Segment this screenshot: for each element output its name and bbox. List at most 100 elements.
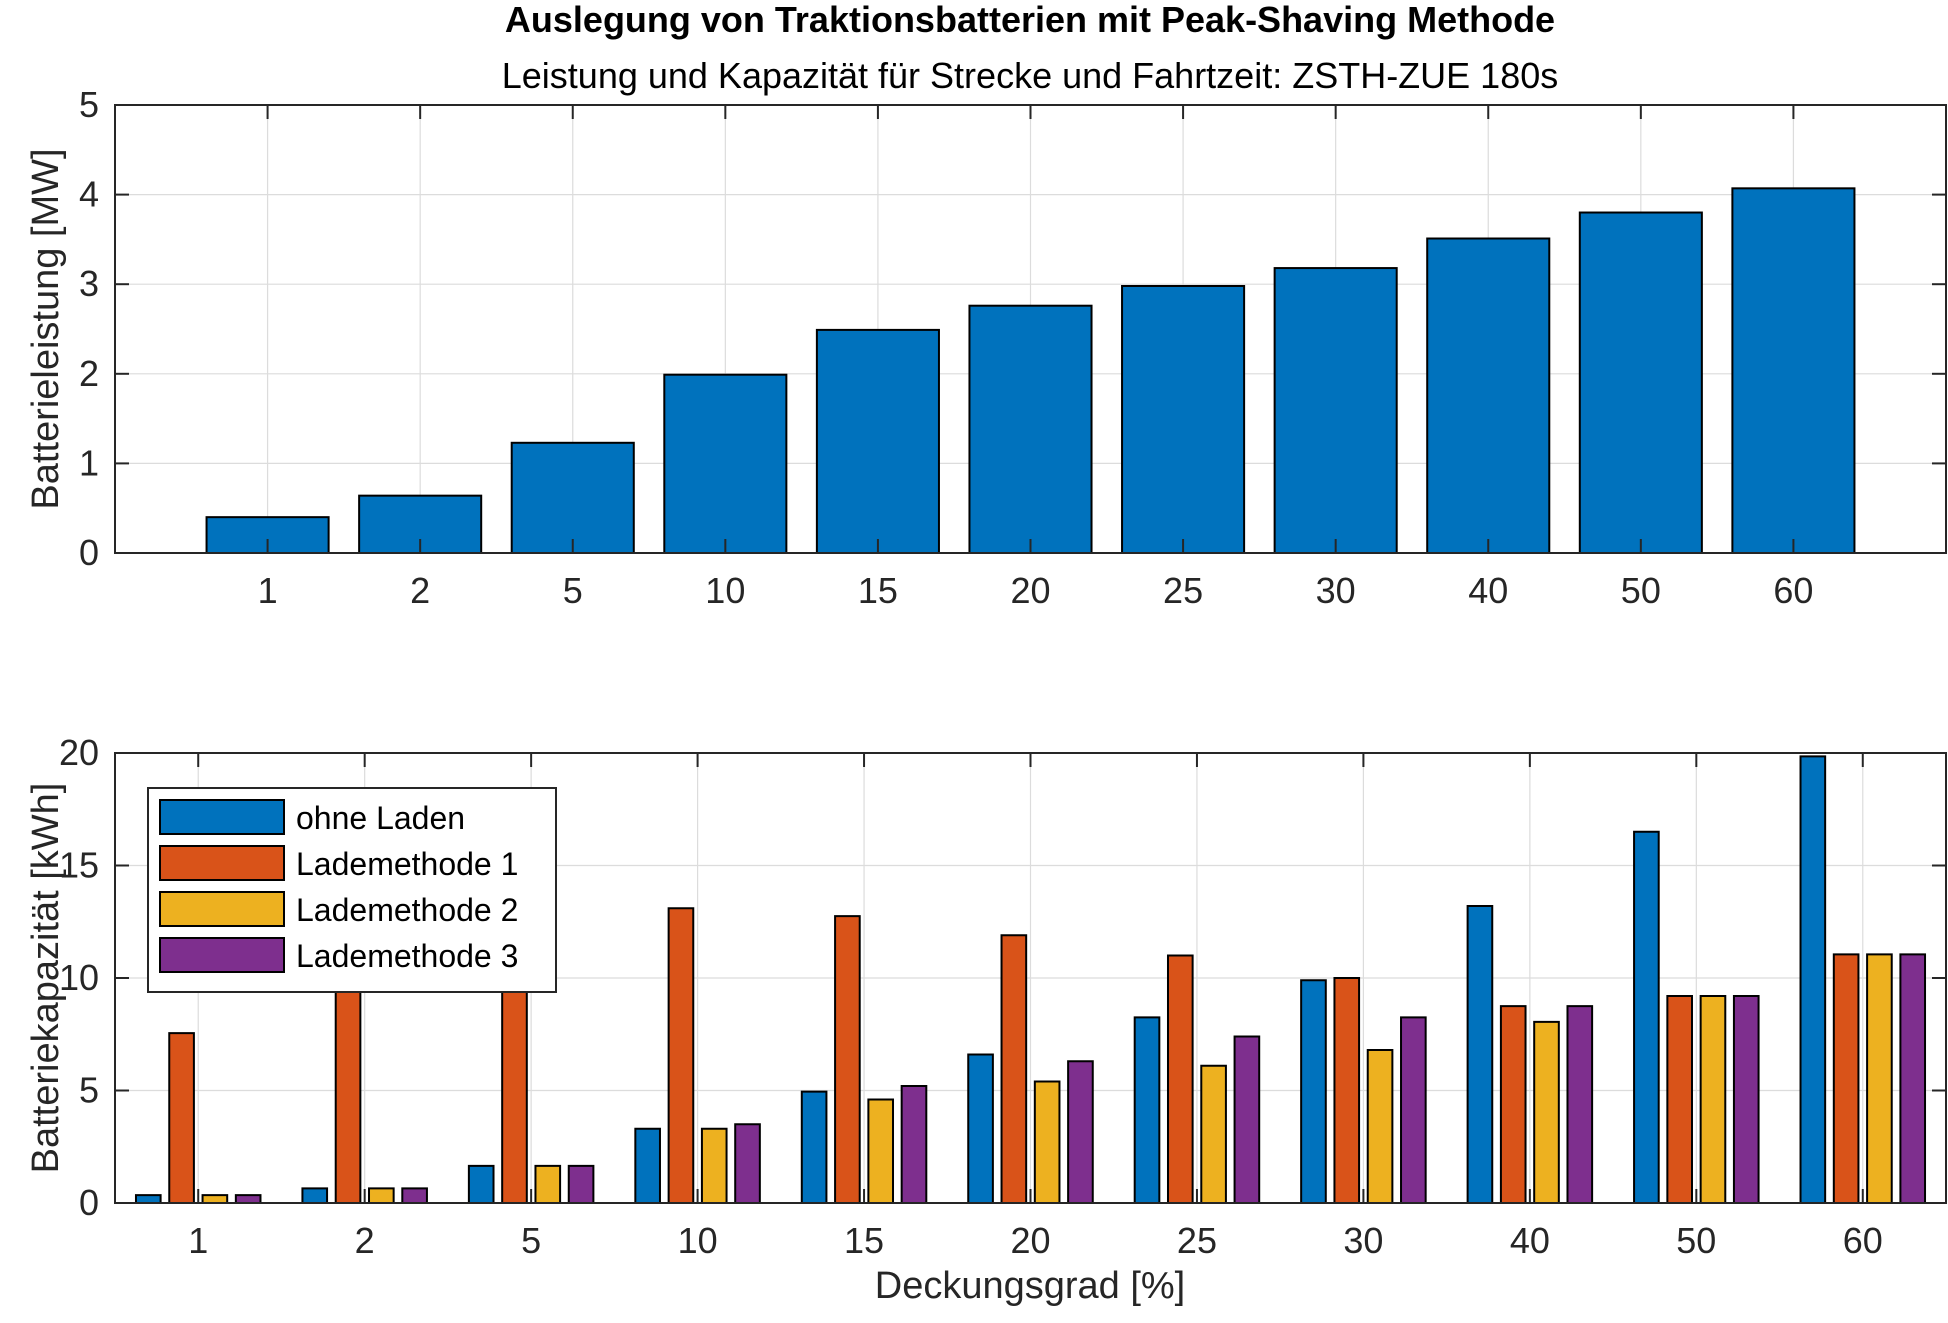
y-axis-label: Batteriekapazität [kWh] [25, 783, 67, 1174]
x-tick-label: 40 [1510, 1220, 1550, 1261]
x-tick-label: 2 [410, 570, 430, 611]
lademethode-2-bar [867, 1098, 895, 1204]
y-tick-label: 2 [79, 353, 99, 394]
lademethode-1-bar [1832, 953, 1860, 1204]
legend-swatch [159, 891, 285, 927]
x-tick-label: 60 [1843, 1220, 1883, 1261]
lademethode-2-bar [1033, 1080, 1061, 1204]
ohne-laden-bar [1633, 830, 1660, 1204]
x-tick-label: 20 [1010, 570, 1050, 611]
lademethode-2-bar [1533, 1020, 1560, 1204]
x-tick-label: 5 [521, 1220, 541, 1261]
lademethode-2-bar [368, 1187, 395, 1204]
lademethode-3-bar [567, 1164, 595, 1204]
lademethode-3-bar [401, 1187, 428, 1204]
ohne-laden-bar [301, 1187, 329, 1204]
lademethode-1-bar [834, 915, 861, 1204]
power-bar [1121, 284, 1246, 554]
lademethode-3-bar [1899, 953, 1927, 1204]
power-bar [815, 328, 940, 554]
power-bar [663, 373, 788, 555]
lademethode-1-bar [1666, 995, 1693, 1204]
legend-entry: Lademethode 3 [296, 938, 518, 974]
lademethode-1-bar [168, 1032, 195, 1204]
lademethode-2-bar [534, 1164, 562, 1204]
lademethode-3-bar [1732, 995, 1760, 1204]
x-tick-label: 25 [1177, 1220, 1217, 1261]
ohne-laden-bar [1300, 979, 1327, 1204]
lademethode-2-bar [1699, 995, 1727, 1204]
legend-swatch [159, 845, 285, 881]
x-tick-label: 20 [1010, 1220, 1050, 1261]
ohne-laden-bar [634, 1127, 661, 1204]
lademethode-1-bar [501, 977, 528, 1204]
lademethode-1-bar [1499, 1005, 1527, 1204]
ohne-laden-bar [967, 1053, 994, 1204]
ohne-laden-bar [800, 1090, 828, 1204]
x-tick-label: 5 [563, 570, 583, 611]
y-tick-label: 0 [79, 532, 99, 573]
x-tick-label: 50 [1621, 570, 1661, 611]
y-tick-label: 4 [79, 174, 99, 215]
legend-swatch [159, 799, 285, 835]
x-tick-label: 25 [1163, 570, 1203, 611]
power-bar [1426, 237, 1551, 554]
power-bar [1273, 267, 1398, 554]
legend-entry: Lademethode 2 [296, 892, 518, 928]
power-bar [968, 304, 1093, 555]
ohne-laden-bar [1466, 905, 1494, 1204]
y-tick-label: 10 [59, 957, 99, 998]
y-tick-label: 5 [79, 1070, 99, 1111]
lademethode-3-bar [234, 1194, 262, 1204]
lademethode-1-bar [1000, 934, 1028, 1204]
x-tick-label: 15 [858, 570, 898, 611]
power-bar [1578, 211, 1703, 555]
power-bar [510, 441, 635, 554]
ohne-laden-bar [1133, 1016, 1161, 1204]
lademethode-3-bar [734, 1123, 761, 1204]
y-tick-label: 20 [59, 732, 99, 773]
x-axis-label: Deckungsgrad [%] [875, 1265, 1186, 1307]
lademethode-3-bar [1566, 1005, 1594, 1204]
lademethode-3-bar [1067, 1060, 1094, 1204]
lademethode-2-bar [201, 1194, 229, 1204]
x-tick-label: 10 [678, 1220, 718, 1261]
lademethode-1-bar [1166, 954, 1194, 1204]
x-tick-label: 10 [705, 570, 745, 611]
chart-subtitle: Leistung und Kapazität für Strecke und F… [502, 55, 1559, 96]
lademethode-3-bar [900, 1085, 928, 1204]
x-tick-label: 40 [1468, 570, 1508, 611]
x-tick-label: 30 [1343, 1220, 1383, 1261]
x-tick-label: 15 [844, 1220, 884, 1261]
ohne-laden-bar [467, 1164, 495, 1204]
y-tick-label: 1 [79, 442, 99, 483]
lademethode-2-bar [1366, 1049, 1394, 1204]
x-tick-label: 30 [1316, 570, 1356, 611]
lademethode-1-bar [334, 981, 362, 1204]
chart-title: Auslegung von Traktionsbatterien mit Pea… [505, 0, 1555, 40]
legend-entry: Lademethode 1 [296, 846, 518, 882]
y-tick-label: 5 [79, 84, 99, 125]
lademethode-3-bar [1400, 1016, 1427, 1204]
y-tick-label: 15 [59, 845, 99, 886]
power-bar [1731, 187, 1856, 554]
ohne-laden-bar [134, 1194, 162, 1204]
x-tick-label: 50 [1676, 1220, 1716, 1261]
lademethode-1-bar [1333, 977, 1361, 1204]
x-tick-label: 1 [258, 570, 278, 611]
ohne-laden-bar [1799, 755, 1827, 1204]
x-tick-label: 1 [188, 1220, 208, 1261]
lademethode-3-bar [1233, 1035, 1261, 1204]
legend: ohne Laden Lademethode 1 Lademethode 2 Lade… [147, 787, 557, 993]
lademethode-2-bar [1866, 953, 1893, 1204]
lademethode-1-bar [667, 907, 695, 1204]
legend-swatch [159, 937, 285, 973]
y-tick-label: 3 [79, 263, 99, 304]
legend-entry: ohne Laden [296, 800, 465, 836]
y-tick-label: 0 [79, 1182, 99, 1223]
x-tick-label: 2 [355, 1220, 375, 1261]
lademethode-2-bar [1200, 1064, 1227, 1204]
